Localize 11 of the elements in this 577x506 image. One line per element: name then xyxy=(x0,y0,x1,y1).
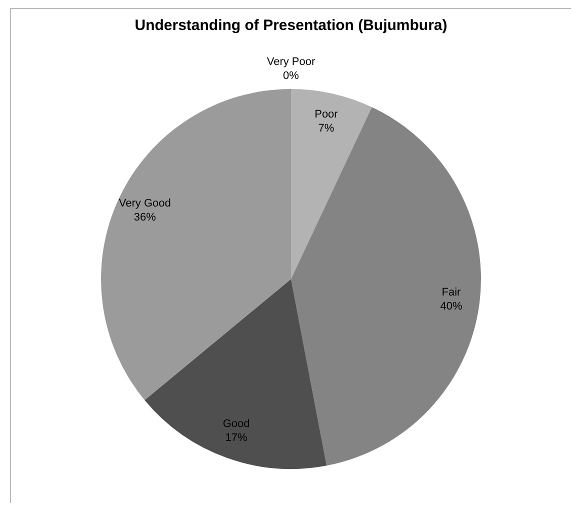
category-label: Very Poor xyxy=(266,56,316,68)
slice-label: Poor xyxy=(314,108,338,120)
slice-label: Good xyxy=(222,418,250,430)
data-label: 7% xyxy=(318,122,334,134)
text: 0% xyxy=(283,70,299,82)
data-label: 36% xyxy=(134,211,156,224)
data-label: 17% xyxy=(225,432,248,444)
slice-label: Fair xyxy=(442,286,462,298)
chart-title: Understanding of Presentation (Bujumbura) xyxy=(134,17,448,34)
data-label: 40% xyxy=(440,300,462,312)
slice-label: Very Good xyxy=(118,197,171,210)
